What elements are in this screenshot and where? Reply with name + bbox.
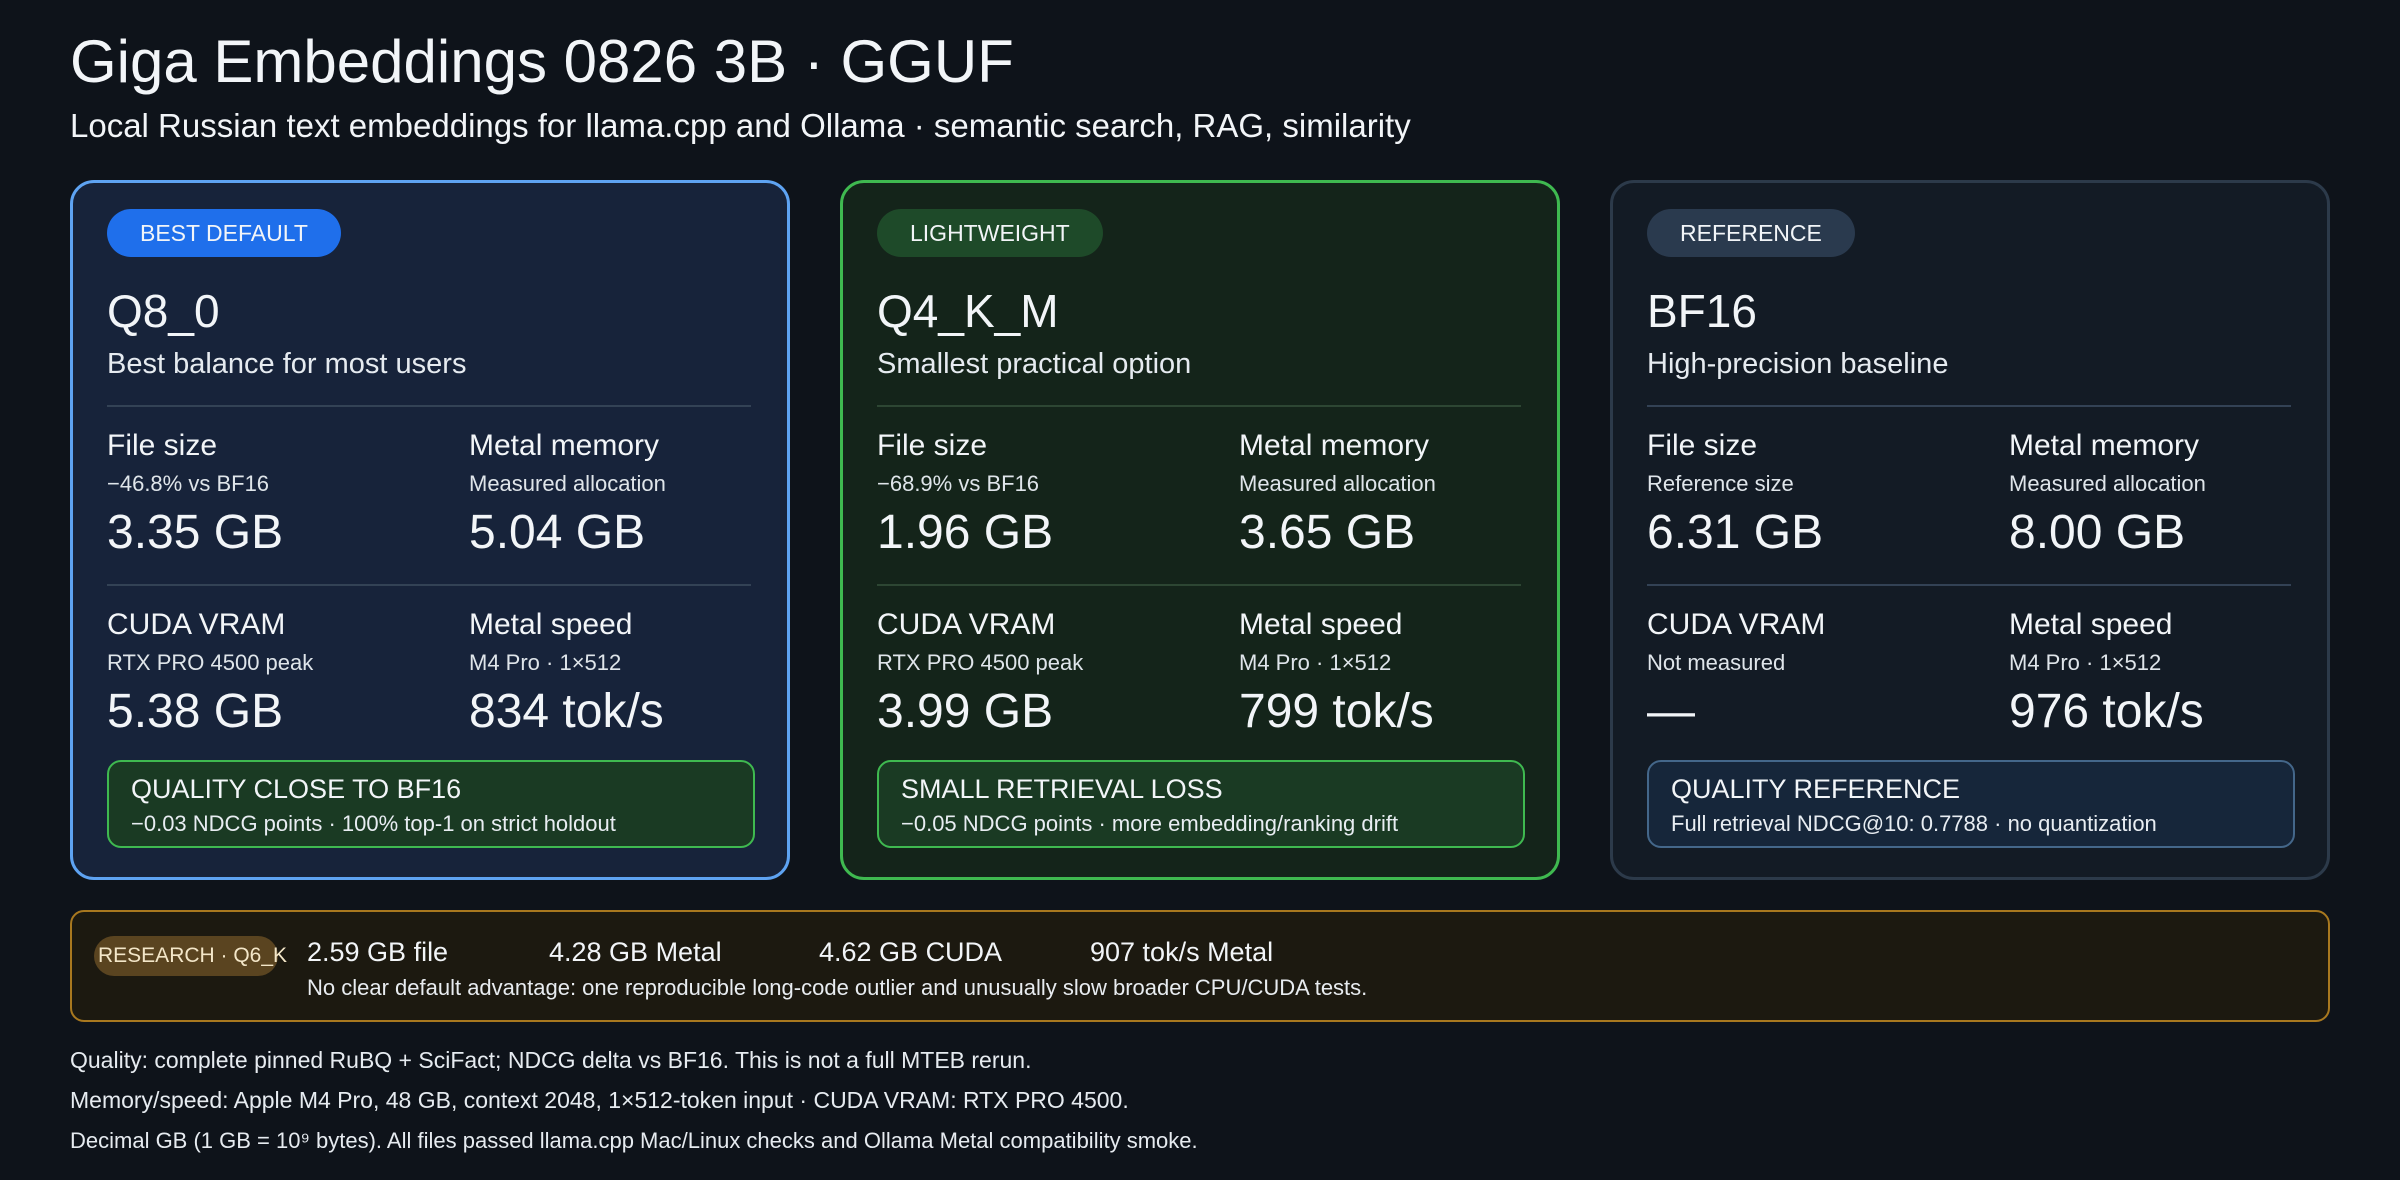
research-note: No clear default advantage: one reproduc… (307, 975, 1368, 1000)
metric-label: Metal memory (1239, 429, 1430, 462)
card: LIGHTWEIGHT Q4_K_M Smallest practical opti… (840, 180, 1560, 880)
footnote: Decimal GB (1 GB = 10⁹ bytes). All files… (70, 1128, 1198, 1153)
card: REFERENCE BF16 High-precision baseline File… (1610, 180, 2330, 880)
note-title: QUALITY REFERENCE (1671, 774, 1961, 804)
metric-sub: Measured allocation (2009, 471, 2206, 496)
divider (877, 405, 1521, 407)
divider (107, 405, 751, 407)
footnote: Memory/speed: Apple M4 Pro, 48 GB, conte… (70, 1087, 1129, 1113)
metric-label: CUDA VRAM (877, 608, 1056, 641)
description: Smallest practical option (877, 348, 1192, 380)
divider (107, 584, 751, 586)
metric-label: File size (1647, 429, 1758, 462)
divider (1647, 405, 2291, 407)
metric-label: CUDA VRAM (107, 608, 286, 641)
metric-value: 976 tok/s (2009, 685, 2204, 738)
note: QUALITY CLOSE TO BF16 −0.03 NDCG points ·… (107, 760, 755, 848)
metric-value: 5.04 GB (469, 506, 646, 559)
research-stat: 4.28 GB Metal (549, 937, 722, 967)
subtitle: Local Russian text embeddings for llama.… (70, 107, 1411, 144)
metric-value: 3.65 GB (1239, 506, 1416, 559)
metric-value: 799 tok/s (1239, 685, 1434, 738)
metric-sub: RTX PRO 4500 peak (107, 650, 314, 675)
metric-value: 834 tok/s (469, 685, 664, 738)
metric-label: Metal memory (2009, 429, 2200, 462)
metric-sub: M4 Pro · 1×512 (469, 650, 622, 675)
research-stat: 4.62 GB CUDA (819, 937, 1003, 967)
metric-sub: −68.9% vs BF16 (877, 471, 1040, 496)
description: High-precision baseline (1647, 348, 1949, 380)
metric-sub: Measured allocation (469, 471, 666, 496)
metric-sub: Reference size (1647, 471, 1794, 496)
metric-label: File size (107, 429, 218, 462)
note: QUALITY REFERENCE Full retrieval NDCG@10:… (1647, 760, 2295, 848)
badge: BEST DEFAULT (107, 209, 341, 257)
metric-label: CUDA VRAM (1647, 608, 1826, 641)
model-name: BF16 (1647, 285, 1757, 337)
divider (877, 584, 1521, 586)
badge: REFERENCE (1647, 209, 1855, 257)
research-stat: 2.59 GB file (307, 937, 449, 967)
note-text: −0.03 NDCG points · 100% top-1 on strict… (131, 811, 616, 836)
metric-value: 6.31 GB (1647, 506, 1824, 559)
metric-label: Metal speed (1239, 608, 1403, 641)
badge: LIGHTWEIGHT (877, 209, 1103, 257)
metric-value: 5.38 GB (107, 685, 284, 738)
metric-label: Metal speed (469, 608, 633, 641)
description: Best balance for most users (107, 348, 467, 380)
research-stat: 907 tok/s Metal (1090, 937, 1274, 967)
footnote: Quality: complete pinned RuBQ + SciFact;… (70, 1047, 1032, 1073)
card: BEST DEFAULT Q8_0 Best balance for most us… (70, 180, 790, 880)
note-title: QUALITY CLOSE TO BF16 (131, 774, 462, 804)
note-title: SMALL RETRIEVAL LOSS (901, 774, 1223, 804)
divider (1647, 584, 2291, 586)
research-badge: RESEARCH · Q6_K (94, 936, 287, 976)
metric-sub: Not measured (1647, 650, 1786, 675)
research-bar: RESEARCH · Q6_K 2.59 GB file 4.28 GB Metal… (70, 910, 2330, 1022)
metric-sub: M4 Pro · 1×512 (1239, 650, 1392, 675)
metric-label: Metal memory (469, 429, 660, 462)
note-text: −0.05 NDCG points · more embedding/ranki… (901, 811, 1399, 836)
metric-sub: −46.8% vs BF16 (107, 471, 270, 496)
metric-label: Metal speed (2009, 608, 2173, 641)
metric-sub: RTX PRO 4500 peak (877, 650, 1084, 675)
note-text: Full retrieval NDCG@10: 0.7788 · no quan… (1671, 811, 2157, 836)
metric-value: 8.00 GB (2009, 506, 2186, 559)
metric-value: 3.35 GB (107, 506, 284, 559)
title: Giga Embeddings 0826 3B · GGUF (70, 28, 1014, 95)
model-name: Q8_0 (107, 285, 220, 337)
metric-value: — (1647, 685, 1695, 738)
metric-sub: M4 Pro · 1×512 (2009, 650, 2162, 675)
metric-value: 1.96 GB (877, 506, 1054, 559)
metric-label: File size (877, 429, 988, 462)
model-name: Q4_K_M (877, 285, 1059, 337)
metric-value: 3.99 GB (877, 685, 1054, 738)
note: SMALL RETRIEVAL LOSS −0.05 NDCG points · … (877, 760, 1525, 848)
metric-sub: Measured allocation (1239, 471, 1436, 496)
